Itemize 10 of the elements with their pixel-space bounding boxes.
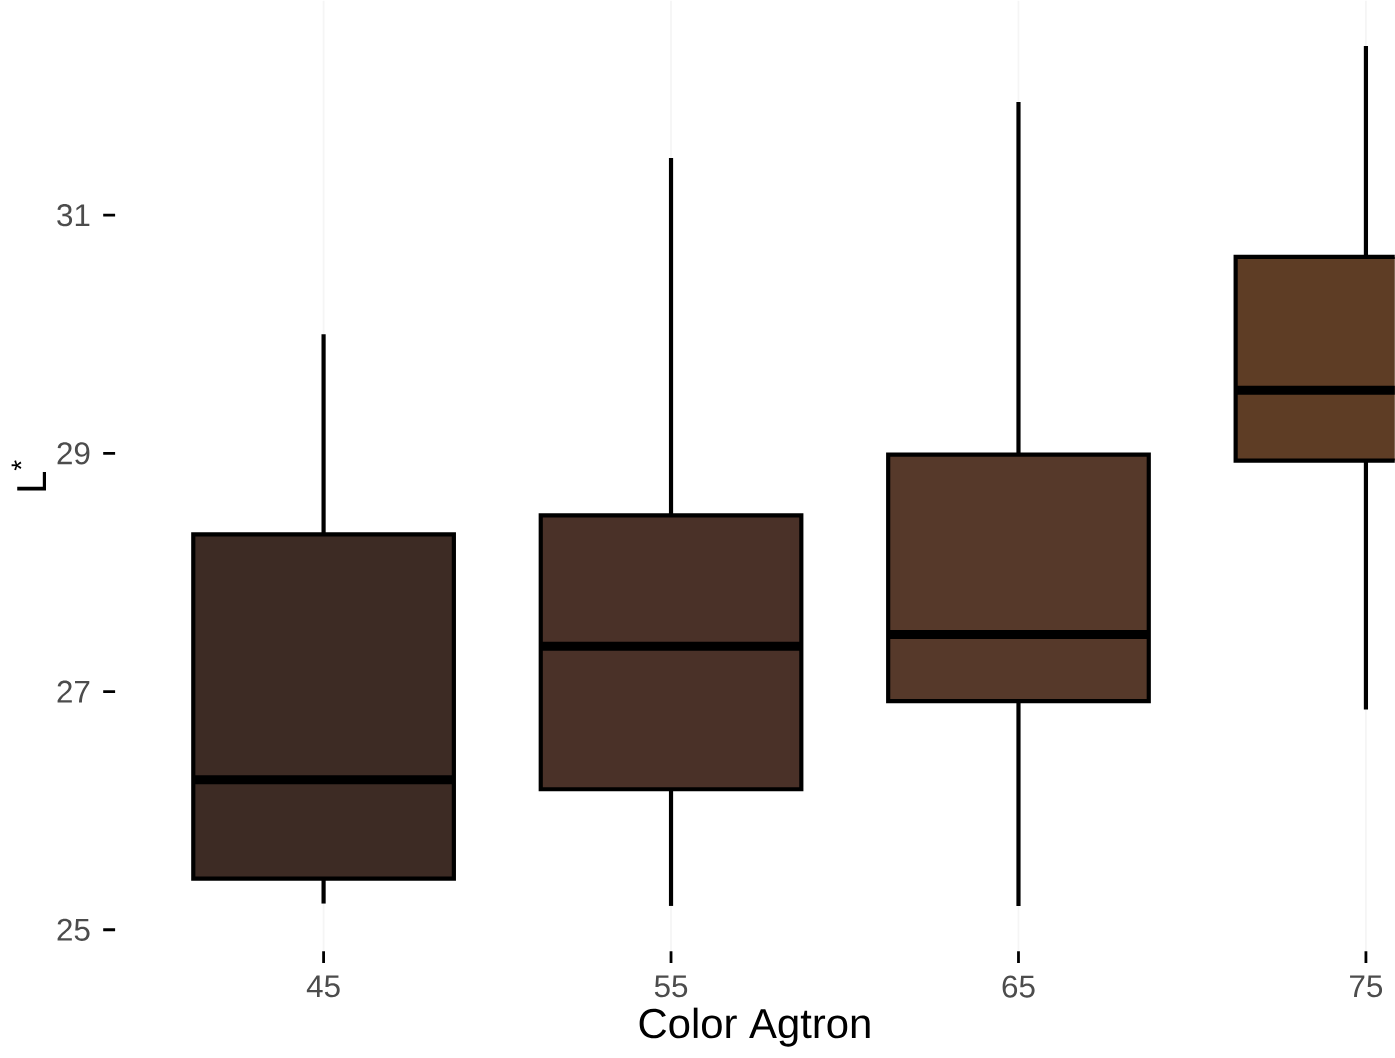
y-tick-label: 29 — [57, 442, 90, 465]
x-tick-label: 75 — [1350, 975, 1383, 998]
x-tick-label: 55 — [654, 975, 688, 998]
x-axis-title: Color Agtron — [639, 1007, 870, 1047]
y-tick-label: 25 — [57, 918, 90, 941]
x-tick-label: 45 — [306, 975, 340, 998]
x-tick-label: 65 — [1002, 975, 1035, 998]
y-tick-label: 27 — [57, 680, 90, 703]
y-axis-title: L$^{*}$ — [11, 460, 46, 491]
y-tick-label: 31 — [57, 203, 90, 227]
